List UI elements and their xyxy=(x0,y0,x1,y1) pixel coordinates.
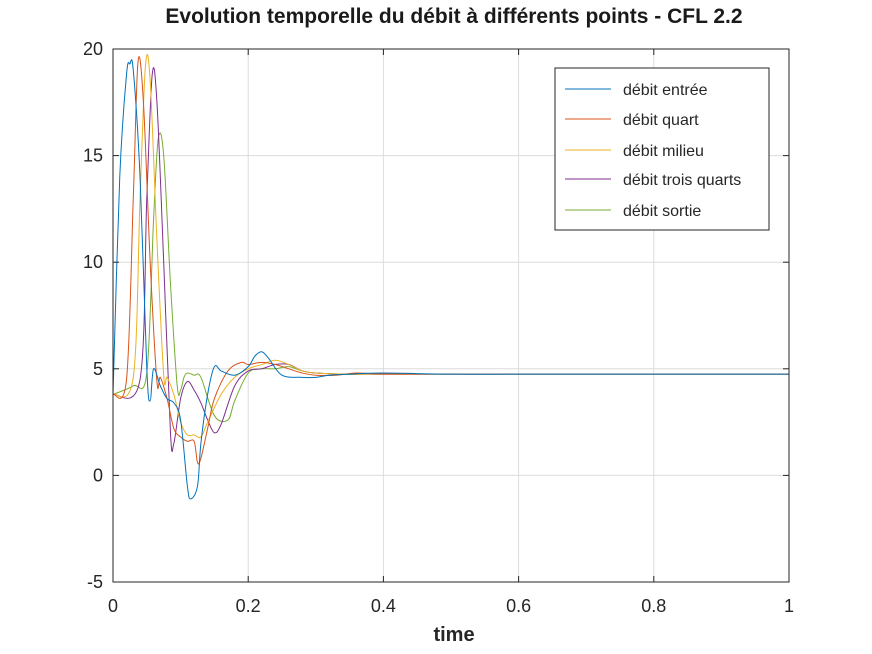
y-tick-label: 20 xyxy=(83,39,103,59)
x-axis-label: time xyxy=(433,624,474,646)
x-tick-labels: 0 0.2 0.4 0.6 0.8 1 xyxy=(108,596,794,616)
series-layer xyxy=(112,54,789,500)
y-tick-label: -5 xyxy=(87,572,103,592)
y-tick-labels: -5 0 5 10 15 20 xyxy=(83,39,103,592)
legend-items: débit entrée débit quart débit milieu débit… xyxy=(565,82,741,220)
ticks xyxy=(112,48,790,583)
axes-box xyxy=(112,48,790,583)
y-tick-label: 15 xyxy=(83,146,103,166)
y-tick-label: 10 xyxy=(83,252,103,272)
legend[interactable]: débit entrée débit quart débit milieu débit… xyxy=(554,67,770,231)
legend-label-1: débit entrée xyxy=(623,82,708,99)
x-tick-label: 0.2 xyxy=(236,596,261,616)
chart-title: Evolution temporelle du débit à différen… xyxy=(165,5,742,28)
x-tick-label: 0.4 xyxy=(371,596,396,616)
legend-label-3: débit milieu xyxy=(623,143,704,160)
series-line-1 xyxy=(112,59,789,500)
legend-label-2: débit quart xyxy=(623,112,699,129)
x-tick-label: 1 xyxy=(784,596,794,616)
legend-box xyxy=(554,67,770,231)
legend-label-5: débit sortie xyxy=(623,203,701,220)
y-tick-label: 5 xyxy=(93,359,103,379)
legend-label-4: débit trois quarts xyxy=(623,172,741,189)
x-tick-label: 0.6 xyxy=(506,596,531,616)
x-tick-label: 0 xyxy=(108,596,118,616)
x-tick-label: 0.8 xyxy=(641,596,666,616)
y-tick-label: 0 xyxy=(93,465,103,485)
